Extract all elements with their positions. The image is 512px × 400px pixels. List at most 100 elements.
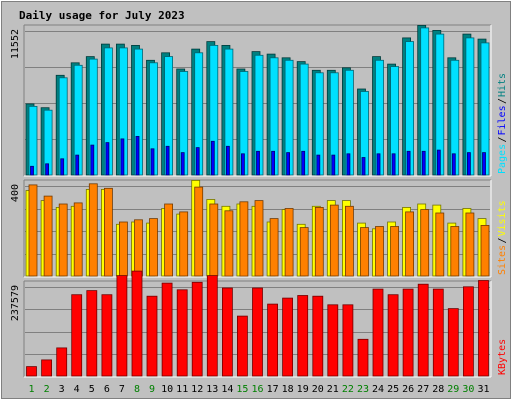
bar-pages-day-21 [331, 154, 336, 176]
bar-kbytes-day-13 [206, 275, 218, 377]
bar-pages-day-11 [180, 152, 185, 176]
bar-kbytes-day-30 [462, 286, 474, 377]
bar-kbytes-day-18 [282, 297, 294, 377]
x-tick-day-12: 12 [191, 384, 203, 395]
bar-sites-day-10 [164, 203, 174, 277]
bar-pages-day-15 [240, 153, 245, 176]
bar-kbytes-day-7 [116, 275, 128, 377]
bar-pages-day-16 [256, 150, 260, 176]
x-tick-day-4: 4 [74, 384, 80, 395]
bar-pages-day-10 [165, 145, 170, 176]
bar-pages-day-25 [391, 153, 396, 176]
panel-hits-axis-max-label: 11552 [10, 29, 21, 59]
bar-kbytes-day-1 [26, 366, 37, 377]
bar-kbytes-day-26 [402, 288, 414, 377]
bar-kbytes-day-9 [146, 295, 158, 377]
series-sites [28, 183, 490, 277]
x-tick-day-26: 26 [402, 384, 414, 395]
x-tick-day-14: 14 [221, 384, 233, 395]
bar-sites-day-3 [58, 203, 68, 277]
x-tick-day-20: 20 [312, 384, 324, 395]
bar-files-day-1 [28, 106, 38, 176]
bar-kbytes-day-6 [101, 294, 113, 377]
x-tick-day-27: 27 [417, 384, 429, 395]
panel-hits-legend: Pages/Files/Hits [497, 73, 508, 174]
bar-sites-day-22 [344, 205, 354, 277]
bar-sites-day-8 [134, 219, 143, 277]
x-tick-day-2: 2 [44, 384, 50, 395]
legend-separator: / [497, 136, 508, 142]
bar-sites-day-28 [435, 212, 445, 277]
bar-pages-day-31 [482, 152, 486, 176]
bar-sites-day-5 [88, 183, 98, 277]
legend-separator: / [497, 237, 508, 243]
legend-visits: Visits [497, 200, 508, 236]
bar-kbytes-day-11 [176, 289, 188, 377]
bar-sites-day-13 [209, 203, 219, 277]
x-tick-day-22: 22 [342, 384, 354, 395]
bar-pages-day-14 [225, 145, 230, 176]
bar-pages-day-27 [421, 150, 426, 176]
bar-sites-day-24 [375, 226, 384, 277]
series-files [28, 27, 490, 176]
bar-kbytes-day-28 [432, 288, 444, 377]
bar-pages-day-3 [60, 158, 65, 176]
legend-sites: Sites [497, 245, 508, 275]
bar-sites-day-17 [269, 218, 279, 277]
bar-kbytes-day-23 [357, 338, 369, 377]
bar-kbytes-day-16 [252, 287, 263, 377]
bar-pages-day-18 [286, 152, 291, 176]
x-tick-day-16: 16 [251, 384, 263, 395]
bar-sites-day-30 [465, 212, 475, 277]
bar-pages-day-13 [210, 140, 215, 176]
bar-sites-day-11 [179, 211, 189, 277]
bar-sites-day-20 [314, 206, 324, 277]
bar-sites-day-25 [390, 226, 400, 277]
bar-pages-day-5 [90, 144, 95, 176]
bar-pages-day-1 [30, 165, 34, 176]
bar-sites-day-6 [104, 187, 113, 277]
panel-visits-legend: Sites /Visits [497, 200, 508, 275]
x-tick-day-6: 6 [104, 384, 110, 395]
bar-kbytes-day-17 [267, 303, 279, 377]
bar-sites-day-15 [239, 201, 249, 277]
bar-pages-day-7 [120, 138, 125, 176]
bar-sites-day-27 [420, 209, 430, 277]
x-tick-day-30: 30 [462, 384, 474, 395]
bar-kbytes-day-21 [327, 304, 339, 377]
bar-sites-day-9 [149, 218, 158, 277]
x-tick-day-17: 17 [267, 384, 279, 395]
x-tick-day-19: 19 [297, 384, 309, 395]
bar-kbytes-day-27 [417, 283, 429, 377]
bar-pages-day-24 [376, 153, 381, 176]
x-tick-day-23: 23 [357, 384, 369, 395]
bar-kbytes-day-14 [221, 287, 233, 377]
bar-sites-day-21 [329, 204, 339, 277]
x-tick-day-3: 3 [59, 384, 65, 395]
bar-sites-day-2 [43, 195, 53, 277]
bar-sites-day-26 [405, 211, 415, 277]
bar-pages-day-22 [346, 153, 351, 176]
bar-pages-day-20 [316, 154, 321, 176]
bar-kbytes-day-24 [372, 288, 384, 377]
legend-hits: Hits [497, 73, 508, 97]
bar-kbytes-day-10 [161, 282, 173, 377]
panel-kbytes-legend: KBytes [497, 339, 508, 375]
bar-kbytes-day-12 [191, 281, 203, 377]
panel-kbytes: 237579 KBytes [10, 270, 508, 378]
x-tick-day-24: 24 [372, 384, 384, 395]
bar-pages-day-8 [135, 135, 140, 176]
chart-panels: 11552Pages/Files/Hits400Sites/Visits2375… [10, 24, 508, 378]
bar-sites-day-4 [73, 202, 83, 277]
x-tick-day-5: 5 [89, 384, 95, 395]
series-pages [30, 135, 486, 176]
x-tick-day-21: 21 [327, 384, 339, 395]
bar-kbytes-day-25 [387, 294, 399, 377]
x-tick-day-8: 8 [134, 384, 140, 395]
bar-sites-day-14 [224, 210, 234, 277]
x-tick-day-28: 28 [432, 384, 444, 395]
panel-visits: 400 Sites /Visits [10, 179, 508, 278]
panel-kbytes-axis-max-label: 237579 [10, 285, 21, 321]
